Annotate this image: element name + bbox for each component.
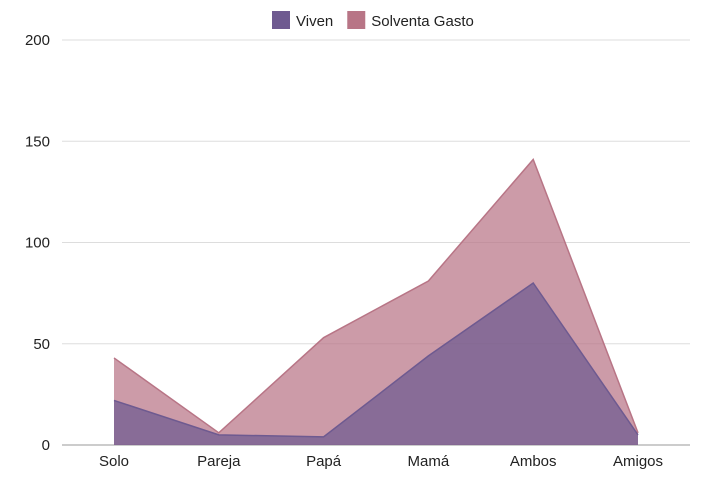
legend: Viven Solventa Gasto xyxy=(272,11,474,30)
x-tick-label: Mamá xyxy=(408,453,450,470)
x-tick-label: Papá xyxy=(306,453,342,470)
legend-label: Solventa Gasto xyxy=(371,13,474,30)
y-tick-label: 100 xyxy=(25,235,50,252)
x-tick-label: Amigos xyxy=(613,453,663,470)
legend-label: Viven xyxy=(296,13,333,30)
x-tick-label: Solo xyxy=(99,453,129,470)
x-tick-label: Pareja xyxy=(197,453,241,470)
legend-swatch xyxy=(272,11,290,29)
y-tick-label: 50 xyxy=(33,336,50,353)
x-tick-label: Ambos xyxy=(510,453,557,470)
plot-areas xyxy=(114,159,638,445)
y-tick-label: 150 xyxy=(25,133,50,150)
y-tick-label: 0 xyxy=(42,437,50,454)
legend-swatch xyxy=(347,11,365,29)
y-axis-labels: 0 50 100 150 200 xyxy=(25,32,50,454)
x-axis-labels: Solo Pareja Papá Mamá Ambos Amigos xyxy=(99,453,663,470)
y-tick-label: 200 xyxy=(25,32,50,49)
